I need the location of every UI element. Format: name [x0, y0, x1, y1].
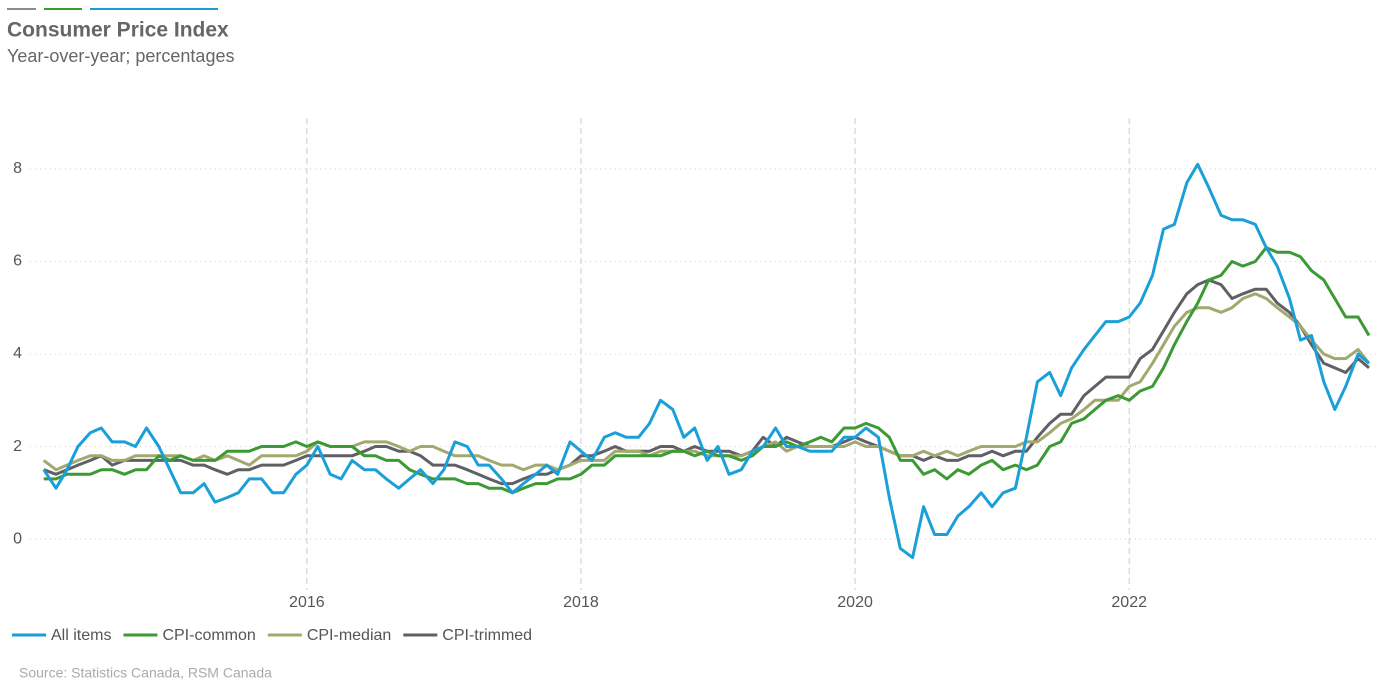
y-tick-label: 8	[13, 160, 22, 177]
y-tick-label: 0	[13, 530, 22, 547]
series-line	[43, 246, 1371, 495]
y-tick-label: 4	[13, 345, 22, 362]
legend-label: CPI-trimmed	[442, 627, 532, 644]
legend-label: All items	[51, 627, 111, 644]
x-tick-label: 2020	[837, 594, 873, 611]
chart-subtitle: Year-over-year; percentages	[7, 46, 234, 66]
x-tick-label: 2022	[1111, 594, 1147, 611]
y-tick-label: 2	[13, 438, 22, 455]
legend-label: CPI-median	[307, 627, 391, 644]
chart-title: Consumer Price Index	[7, 19, 229, 42]
source-note: Source: Statistics Canada, RSM Canada	[19, 665, 272, 681]
x-tick-label: 2018	[563, 594, 599, 611]
legend-label: CPI-common	[162, 627, 255, 644]
series-line	[42, 292, 1371, 472]
series-line	[42, 162, 1370, 560]
y-tick-label: 6	[13, 253, 22, 270]
x-tick-label: 2016	[289, 594, 325, 611]
